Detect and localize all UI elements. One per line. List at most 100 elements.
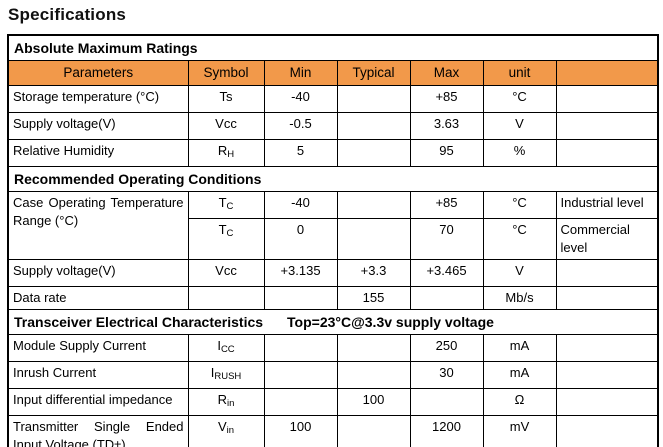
symbol-cell: Rin <box>187 388 265 416</box>
symbol-base: R <box>217 392 227 407</box>
param-cell: Inrush Current <box>7 361 189 389</box>
typical-cell <box>336 191 411 219</box>
note-cell <box>555 112 659 140</box>
specifications-table: Absolute Maximum Ratings Parameters Symbol… <box>7 34 660 447</box>
param-cell: Supply voltage(V) <box>7 259 189 287</box>
note-cell: Industrial level <box>555 191 659 219</box>
unit-cell: °C <box>482 85 557 113</box>
min-cell: -40 <box>263 85 338 113</box>
unit-cell: % <box>482 139 557 167</box>
symbol-base: V <box>217 419 227 434</box>
symbol-subscript: CC <box>220 344 235 355</box>
symbol-cell <box>187 286 265 310</box>
symbol-subscript: RUSH <box>214 371 242 382</box>
symbol-cell: RH <box>187 139 265 167</box>
min-cell: -0.5 <box>263 112 338 140</box>
column-header-min: Min <box>263 60 338 86</box>
typical-cell <box>336 139 411 167</box>
unit-cell: mV <box>482 415 557 447</box>
min-cell: -40 <box>263 191 338 219</box>
max-cell: 1200 <box>409 415 484 447</box>
section-header-row: Absolute Maximum Ratings <box>7 34 659 61</box>
symbol-cell: Vcc <box>187 112 265 140</box>
section-header-cell: Recommended Operating Conditions <box>7 166 659 192</box>
note-cell <box>555 139 659 167</box>
section-title: Transceiver Electrical Characteristics <box>14 314 264 330</box>
table-row: Data rate 155 Mb/s <box>7 286 659 310</box>
table-row: Storage temperature (°C) Ts -40 +85 °C <box>7 85 659 113</box>
section-condition-note: Top=23°C@3.3v supply voltage <box>287 314 494 330</box>
symbol-subscript: C <box>226 201 234 212</box>
column-header-blank <box>555 60 659 86</box>
note-cell <box>555 85 659 113</box>
typical-cell <box>336 334 411 362</box>
param-cell: Data rate <box>7 286 189 310</box>
min-cell: +3.135 <box>263 259 338 287</box>
max-cell: 95 <box>409 139 484 167</box>
column-header-typical: Typical <box>336 60 411 86</box>
section-header-cell: Absolute Maximum Ratings <box>7 34 659 61</box>
min-cell <box>263 361 338 389</box>
unit-cell: mA <box>482 361 557 389</box>
min-cell: 5 <box>263 139 338 167</box>
symbol-base: T <box>218 222 227 237</box>
section-title: Absolute Maximum Ratings <box>14 40 198 56</box>
page-title: Specifications <box>8 5 127 24</box>
column-header-unit: unit <box>482 60 557 86</box>
table-row: Transmitter Single Ended Input Voltage (… <box>7 415 659 447</box>
symbol-subscript: in <box>226 398 235 409</box>
symbol-base: Vcc <box>215 116 237 131</box>
note-cell <box>555 286 659 310</box>
symbol-cell: Ts <box>187 85 265 113</box>
column-header-row: Parameters Symbol Min Typical Max unit <box>7 60 659 86</box>
column-header-symbol: Symbol <box>187 60 265 86</box>
unit-cell: Mb/s <box>482 286 557 310</box>
table-row: Input differential impedance Rin 100 Ω <box>7 388 659 416</box>
typical-cell <box>336 361 411 389</box>
typical-cell <box>336 218 411 260</box>
column-header-parameters: Parameters <box>7 60 189 86</box>
symbol-base: T <box>218 195 227 210</box>
typical-cell <box>336 415 411 447</box>
unit-cell: V <box>482 112 557 140</box>
max-cell: 30 <box>409 361 484 389</box>
max-cell: 250 <box>409 334 484 362</box>
min-cell <box>263 334 338 362</box>
symbol-base: I <box>217 338 221 353</box>
max-cell: +3.465 <box>409 259 484 287</box>
table-row: Inrush Current IRUSH 30 mA <box>7 361 659 389</box>
table-row: TC 0 70 °C Commercial level <box>8 218 659 260</box>
typical-cell <box>336 112 411 140</box>
min-cell: 100 <box>263 415 338 447</box>
section-header-row: Transceiver Electrical Characteristics To… <box>7 309 659 335</box>
note-cell <box>555 259 659 287</box>
max-cell: +85 <box>409 191 484 219</box>
param-cell: Module Supply Current <box>7 334 189 362</box>
table-row: Supply voltage(V) Vcc +3.135 +3.3 +3.465 V <box>7 259 659 287</box>
min-cell <box>263 286 338 310</box>
typical-cell: +3.3 <box>336 259 411 287</box>
note-cell: Commercial level <box>555 218 659 260</box>
symbol-cell: TC <box>187 191 265 219</box>
symbol-subscript: in <box>226 425 235 436</box>
symbol-base: R <box>217 143 228 158</box>
section-title: Recommended Operating Conditions <box>14 171 262 187</box>
max-cell: 3.63 <box>409 112 484 140</box>
max-cell <box>409 286 484 310</box>
section-header-row: Recommended Operating Conditions <box>7 166 659 192</box>
table-row: Relative Humidity RH 5 95% <box>7 139 659 167</box>
note-cell <box>555 415 659 447</box>
note-cell <box>555 334 659 362</box>
symbol-subscript: H <box>227 149 235 160</box>
symbol-base: I <box>210 365 215 380</box>
min-cell <box>263 388 338 416</box>
note-cell <box>555 388 659 416</box>
section-header-cell: Transceiver Electrical Characteristics To… <box>7 309 659 335</box>
typical-cell: 155 <box>336 286 411 310</box>
symbol-cell: TC <box>187 218 265 260</box>
max-cell <box>409 388 484 416</box>
max-cell: +85 <box>409 85 484 113</box>
unit-cell: mA <box>482 334 557 362</box>
max-cell: 70 <box>409 218 484 260</box>
unit-cell: Ω <box>482 388 557 416</box>
